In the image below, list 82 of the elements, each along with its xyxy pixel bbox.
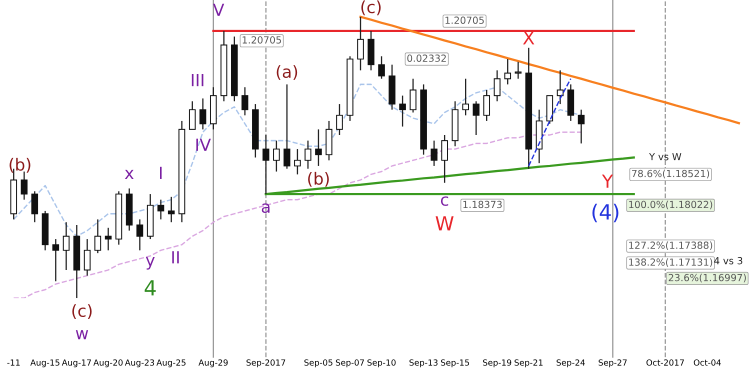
- x-tick-label: Sep-27: [598, 359, 627, 368]
- annotation: a: [262, 203, 270, 213]
- x-tick-label: Aug-15: [30, 359, 60, 368]
- annotation: 1.20705: [242, 36, 281, 44]
- candlestick: [304, 140, 312, 170]
- candlestick: [504, 58, 512, 85]
- candlestick: [441, 134, 448, 184]
- candlestick: [556, 70, 564, 105]
- annotation: 138.2%(1.17131): [629, 258, 712, 267]
- annotation: (b): [308, 172, 329, 187]
- text: (c): [361, 0, 381, 16]
- annotation: 0.02332: [407, 54, 446, 62]
- x-tick-label: Sep-21: [514, 359, 543, 368]
- candlestick: [62, 222, 70, 271]
- annotation: Y vs W: [649, 153, 682, 160]
- candlestick: [52, 238, 60, 282]
- annotation: 78.6%(1.18521): [632, 170, 710, 178]
- candlestick: [336, 103, 343, 136]
- annotation: W: [436, 216, 454, 230]
- x-tick-label: Oct-2017: [646, 359, 684, 366]
- candlestick: [294, 148, 301, 175]
- candlestick: [399, 95, 406, 128]
- text: (c): [72, 304, 92, 319]
- candlestick: [199, 98, 206, 130]
- annotation: (a): [276, 65, 298, 80]
- annotation: 100.0%(1.18022): [629, 200, 712, 210]
- annotation: 1.20705: [446, 16, 484, 24]
- annotation: 4: [144, 280, 156, 296]
- candlestick: [242, 86, 248, 116]
- candlestick: [578, 109, 585, 144]
- annotation: x: [124, 170, 134, 179]
- x-tick-label: Sep-24: [556, 359, 585, 368]
- candlestick: [430, 140, 438, 167]
- text: w: [76, 330, 88, 340]
- annotation: III: [192, 74, 204, 86]
- x-tick-label: Aug-20: [93, 359, 123, 368]
- candlestick: [494, 70, 501, 102]
- x-tick-label: Aug-23: [124, 359, 154, 368]
- x-tick-label: -11: [7, 359, 20, 366]
- candlestick: [378, 56, 385, 80]
- x-tick-label: Aug-29: [198, 359, 228, 368]
- candlestick: [104, 227, 112, 251]
- candlestick: [188, 100, 196, 130]
- candlestick: [472, 100, 480, 136]
- text: V: [213, 4, 224, 16]
- candlestick: [168, 196, 175, 223]
- candlestick: [136, 218, 144, 251]
- candlestick: [483, 89, 490, 122]
- annotation: I: [160, 166, 162, 179]
- x-tick-label: Aug-17: [62, 359, 91, 368]
- candlestick: [315, 128, 322, 167]
- x-tick-label: Sep-05: [304, 359, 332, 368]
- x-tick-label: Sep-2017: [246, 359, 286, 368]
- candlestick: [514, 61, 522, 80]
- x-tick-label: Sep-13: [409, 359, 438, 368]
- x-tick-label: Oct-04: [694, 359, 721, 366]
- candlestick: [31, 190, 38, 223]
- candlestick: [262, 134, 270, 195]
- x-tick-label: Sep-07: [336, 359, 364, 368]
- annotation: (4): [592, 204, 618, 222]
- candlestick: [357, 16, 364, 71]
- candlestick: [462, 78, 469, 116]
- candlestick: [157, 199, 164, 220]
- annotation: 127.2%(1.17388): [629, 241, 712, 250]
- x-tick-label: Aug-25: [156, 359, 186, 368]
- candlestick: [84, 238, 91, 276]
- x-tick-label: Sep-10: [367, 359, 396, 368]
- annotation: IV: [196, 138, 211, 151]
- candlestick: [273, 140, 280, 172]
- annotation: 4 vs 3: [714, 257, 742, 264]
- x-tick-label: Sep-15: [440, 359, 470, 368]
- candlestick: [284, 84, 290, 170]
- annotation: 23.6%(1.16997): [668, 274, 746, 282]
- annotation: c: [440, 196, 448, 206]
- annotation: II: [172, 251, 179, 264]
- x-tick-label: Sep-19: [483, 359, 512, 368]
- annotation: (b): [10, 158, 30, 173]
- annotation: 1.18373: [463, 200, 502, 208]
- candlestick: [410, 78, 416, 114]
- annotation: y: [146, 257, 155, 270]
- candlestick: [94, 218, 102, 254]
- annotation: Y: [602, 174, 614, 188]
